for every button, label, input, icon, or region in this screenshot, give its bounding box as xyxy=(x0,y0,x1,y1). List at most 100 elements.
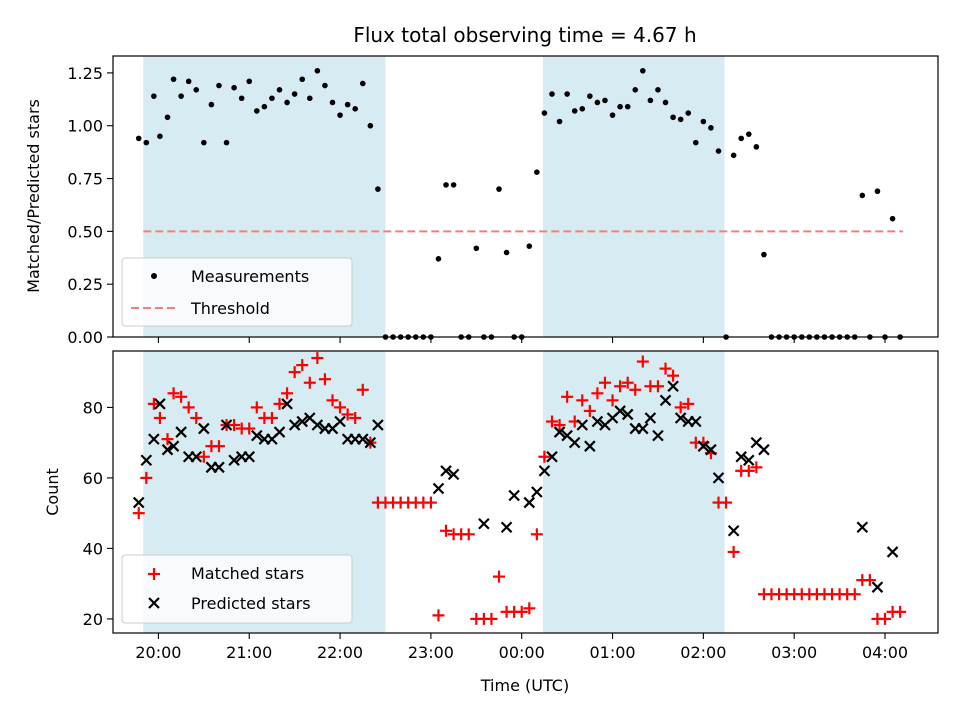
predicted-star-point xyxy=(356,433,369,445)
measurement-point xyxy=(443,182,449,188)
predicted-star-point xyxy=(311,419,324,431)
x-tick-label: 21:00 xyxy=(226,643,272,662)
matched-star-point xyxy=(341,408,354,421)
measurement-point xyxy=(708,125,714,131)
predicted-star-point xyxy=(288,419,301,431)
measurement-point xyxy=(216,82,222,89)
predicted-star-point xyxy=(546,450,558,463)
predicted-star-point xyxy=(198,422,210,435)
predicted-star-mark-b xyxy=(886,546,899,558)
predicted-star-point xyxy=(705,443,717,456)
matched-star-point xyxy=(303,376,316,389)
predicted-star-point xyxy=(667,380,679,393)
predicted-star-mark-b xyxy=(667,380,679,393)
predicted-star-mark-b xyxy=(735,450,747,463)
measurement-point xyxy=(640,67,646,74)
predicted-star-mark-b xyxy=(576,419,589,431)
matched-star-point xyxy=(530,528,543,541)
measurement-point xyxy=(185,78,192,85)
matched-star-point xyxy=(515,605,528,618)
predicted-star-mark-b xyxy=(690,415,702,428)
matched-star-point xyxy=(727,545,740,558)
measurement-point xyxy=(761,251,767,258)
matched-star-point xyxy=(879,612,892,625)
predicted-star-mark-b xyxy=(161,443,174,456)
matched-star-point xyxy=(750,461,763,474)
measurement-point xyxy=(450,182,457,188)
x-tick-label: 00:00 xyxy=(499,643,545,662)
predicted-star-mark-b xyxy=(148,433,160,445)
x-tick-label: 02:00 xyxy=(680,643,726,662)
predicted-star-point xyxy=(553,426,566,438)
predicted-star-point xyxy=(735,450,747,463)
x-tick-label: 04:00 xyxy=(862,643,908,662)
matched-star-point xyxy=(606,394,619,407)
measurement-point xyxy=(435,256,442,262)
bottom-points-layer xyxy=(132,352,907,625)
measurement-point xyxy=(151,93,157,99)
matched-star-point xyxy=(296,359,309,372)
measurement-point xyxy=(745,131,752,137)
predicted-star-mark-b xyxy=(372,419,384,431)
predicted-star-mark-b xyxy=(591,415,604,428)
matched-star-point xyxy=(265,411,278,424)
predicted-star-mark-b xyxy=(750,436,763,449)
predicted-star-point xyxy=(167,440,180,452)
matched-star-point xyxy=(659,362,672,375)
measurement-point xyxy=(738,135,745,142)
predicted-star-point xyxy=(538,465,551,477)
matched-star-point xyxy=(175,390,188,403)
measurement-point xyxy=(594,99,601,106)
shaded-interval xyxy=(542,56,725,337)
measurement-point xyxy=(193,87,200,93)
measurement-point xyxy=(609,112,616,118)
matched-star-point xyxy=(190,411,203,424)
predicted-star-point xyxy=(140,454,153,467)
predicted-star-point xyxy=(697,440,710,452)
predicted-star-mark-b xyxy=(500,521,513,534)
predicted-star-point xyxy=(690,415,702,428)
y-tick-label: 0.00 xyxy=(67,328,103,347)
measurement-point xyxy=(715,148,722,154)
y-tick-label: 1.00 xyxy=(67,117,103,136)
matched-star-point xyxy=(629,383,642,396)
measurement-point xyxy=(269,95,275,102)
matched-star-point xyxy=(561,390,574,403)
measurement-point xyxy=(246,78,253,85)
top-panel: 0.00 0.25 0.50 0.75 1.00 1.25 Matched/Predict… xyxy=(24,55,939,347)
predicted-star-point xyxy=(727,524,740,537)
predicted-star-point xyxy=(508,489,520,502)
predicted-star-mark-b xyxy=(584,440,596,452)
y-tick-label: 60 xyxy=(83,469,103,488)
predicted-star-point xyxy=(886,546,899,558)
matched-star-point xyxy=(167,387,180,400)
measurement-point xyxy=(700,118,707,125)
bottom-legend: Matched stars Predicted stars xyxy=(121,554,353,624)
measurement-point xyxy=(299,76,306,83)
measurement-point xyxy=(632,87,639,93)
predicted-star-mark-b xyxy=(220,419,233,431)
predicted-star-point xyxy=(281,398,293,410)
matched-star-point xyxy=(523,602,536,615)
predicted-star-mark-b xyxy=(356,433,369,445)
y-tick-label: 1.25 xyxy=(67,64,103,83)
measurement-point xyxy=(170,76,177,83)
matched-star-point xyxy=(591,387,604,400)
matched-star-point xyxy=(182,401,195,414)
predicted-star-mark-b xyxy=(644,412,657,424)
predicted-star-mark-b xyxy=(140,454,153,467)
y-tick-label: 0.25 xyxy=(67,275,103,294)
measurement-point xyxy=(223,139,230,146)
measurement-point xyxy=(164,114,171,121)
measurement-point xyxy=(692,139,699,146)
predicted-star-mark-b xyxy=(478,517,490,530)
predicted-star-mark-b xyxy=(288,419,301,431)
measurement-point xyxy=(874,188,881,195)
predicted-star-point xyxy=(637,422,649,435)
matched-star-point xyxy=(485,612,498,625)
measurement-point xyxy=(579,106,586,112)
matched-star-point xyxy=(140,471,153,484)
measurement-point xyxy=(662,99,669,106)
measurement-point xyxy=(564,91,570,97)
predicted-star-point xyxy=(743,454,755,467)
